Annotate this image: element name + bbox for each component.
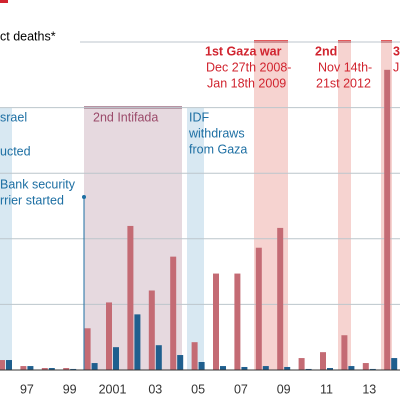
- grid: [0, 41, 400, 305]
- annotation: IDF: [189, 110, 210, 124]
- annotation: from Gaza: [189, 142, 247, 156]
- bar: [384, 69, 391, 371]
- annotation: Jan 18th 2009: [207, 76, 286, 90]
- bar: [391, 358, 398, 370]
- annotation: 3: [393, 44, 400, 58]
- marks: [0, 69, 398, 371]
- bar: [84, 328, 91, 370]
- annotation: Bank security: [0, 177, 76, 191]
- x-tick-label: 05: [191, 382, 205, 396]
- bar: [41, 368, 48, 370]
- x-tick-label: 97: [20, 382, 34, 396]
- bar: [213, 273, 219, 370]
- bar: [63, 368, 70, 370]
- bar: [6, 360, 12, 370]
- bar: [170, 256, 177, 370]
- bar: [262, 366, 269, 370]
- bar: [234, 273, 241, 370]
- bar: [298, 358, 305, 370]
- title-accent: [0, 0, 8, 3]
- annotation: J: [393, 60, 399, 74]
- x-tick-label: 11: [320, 382, 333, 396]
- bar: [327, 368, 333, 370]
- bar: [113, 347, 119, 370]
- bar: [305, 368, 312, 370]
- annotation: withdraws: [188, 126, 245, 140]
- bar: [320, 352, 326, 370]
- bar: [284, 366, 291, 370]
- bar: [198, 361, 205, 370]
- annotation: 2nd: [315, 44, 337, 58]
- x-tick-label: 07: [234, 382, 248, 396]
- band: [338, 42, 351, 370]
- bar: [27, 366, 34, 370]
- annotation: 2nd Intifada: [93, 110, 158, 124]
- bar: [155, 345, 162, 370]
- annotation: rrier started: [0, 193, 64, 207]
- bar: [348, 366, 355, 370]
- bar: [177, 355, 184, 370]
- bar: [369, 368, 376, 370]
- bar: [70, 368, 77, 370]
- barrier-dot: [82, 195, 86, 199]
- annotation: 21st 2012: [316, 76, 371, 90]
- bar: [277, 227, 284, 370]
- x-tick-label: 99: [63, 382, 77, 396]
- x-tick-label: 03: [148, 382, 162, 396]
- bar: [91, 363, 98, 370]
- bar: [134, 314, 141, 370]
- bar: [148, 290, 155, 370]
- bar: [106, 302, 112, 370]
- bar: [127, 225, 134, 370]
- bar: [0, 360, 5, 370]
- annotation: Nov 14th-: [318, 60, 372, 74]
- bar: [341, 335, 348, 370]
- x-tick-label: 13: [362, 382, 376, 396]
- bar: [255, 247, 262, 370]
- annotation: srael: [0, 110, 27, 124]
- bar: [20, 366, 27, 370]
- bar: [48, 368, 55, 370]
- x-tick-label: 09: [277, 382, 291, 396]
- subtitle: ct deaths*: [0, 29, 56, 43]
- x-tick-label: 2001: [99, 382, 127, 396]
- bar: [220, 366, 226, 370]
- bar: [362, 363, 369, 370]
- annotation: Dec 27th 2008-: [206, 60, 291, 74]
- bar: [241, 366, 248, 370]
- annotation: 1st Gaza war: [205, 44, 282, 58]
- bar: [191, 342, 198, 370]
- annotation: ucted: [0, 144, 31, 158]
